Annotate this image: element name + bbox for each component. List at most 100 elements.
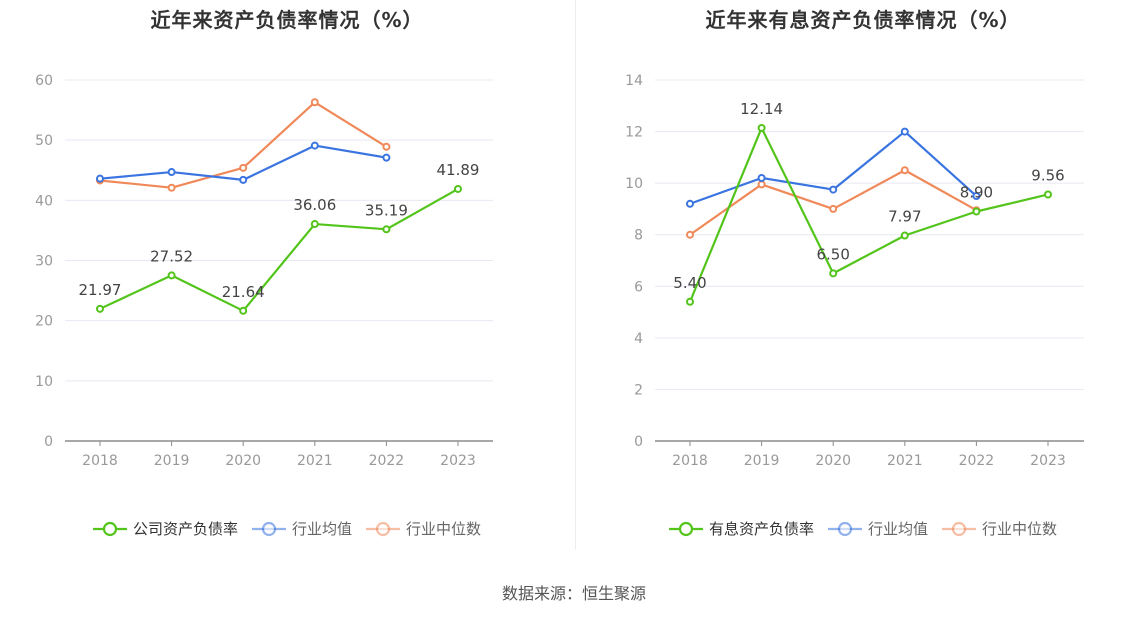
y-tick-label: 20 — [35, 314, 53, 330]
panel-divider — [575, 0, 576, 550]
chart-title: 近年来有息资产负债率情况（%） — [705, 8, 1021, 32]
x-tick-label: 2021 — [297, 453, 333, 469]
data-point — [900, 127, 909, 136]
data-point — [239, 306, 248, 315]
x-tick-label: 2018 — [672, 453, 708, 469]
data-label: 6.50 — [816, 245, 849, 263]
legend-label: 有息资产负债率 — [708, 520, 814, 538]
data-point — [96, 174, 104, 183]
data-point — [757, 173, 766, 182]
data-point — [454, 184, 462, 193]
data-point — [310, 141, 319, 150]
data-point — [382, 142, 391, 151]
data-point — [757, 180, 766, 189]
data-point — [382, 153, 391, 162]
data-point — [96, 304, 104, 313]
data-label: 12.14 — [740, 100, 783, 118]
data-label: 5.40 — [673, 274, 706, 292]
y-tick-label: 10 — [625, 176, 643, 192]
data-point — [686, 230, 694, 239]
legend-item[interactable]: 公司资产负债率 — [92, 518, 238, 539]
data-point — [829, 269, 838, 278]
legend-label: 行业中位数 — [982, 520, 1058, 538]
data-point — [972, 192, 981, 201]
data-point — [686, 297, 694, 306]
data-label: 21.64 — [222, 283, 265, 301]
line-chart: 0 10 20 30 40 50 60 2018 2019 2020 2021 2022 2023 21.… — [35, 73, 493, 469]
y-tick-label: 10 — [35, 374, 53, 390]
legend-line-circle-icon — [827, 521, 862, 536]
data-point — [167, 183, 176, 192]
series-line — [99, 144, 387, 181]
x-tick-label: 2020 — [225, 453, 261, 469]
data-point — [829, 204, 838, 213]
data-point — [167, 168, 176, 177]
data-point — [900, 166, 909, 175]
data-label: 9.56 — [1031, 166, 1064, 184]
x-tick-label: 2023 — [1030, 453, 1066, 469]
x-tick-label: 2022 — [369, 453, 405, 469]
data-label: 7.97 — [888, 207, 921, 225]
x-tick-label: 2018 — [82, 453, 118, 469]
x-tick-label: 2023 — [440, 453, 476, 469]
legend-line-circle-icon — [668, 521, 703, 536]
legend-label: 行业均值 — [291, 520, 352, 538]
legend-item[interactable]: 有息资产负债率 — [668, 518, 814, 539]
y-tick-label: 40 — [35, 193, 53, 209]
chart-panel-interest-liability: 近年来有息资产负债率情况（%） 0 2 4 6 8 10 12 14 2018 2019 2020 2… — [576, 0, 1148, 560]
legend-line-circle-icon — [92, 521, 127, 536]
series-line — [688, 126, 1049, 303]
y-tick-label: 14 — [625, 73, 643, 89]
line-chart: 0 2 4 6 8 10 12 14 2018 2019 2020 2021 2022 2023 5.40 1… — [625, 73, 1084, 469]
data-label: 35.19 — [365, 201, 408, 219]
legend-item[interactable]: 行业均值 — [251, 518, 352, 539]
data-point — [310, 220, 319, 229]
chart-panel-asset-liability: 近年来资产负债率情况（%） 0 10 20 30 40 50 60 2018 2019 2020 2… — [0, 0, 574, 560]
chart-title: 近年来资产负债率情况（%） — [150, 8, 424, 32]
data-label: 36.06 — [293, 196, 336, 214]
legend-label: 行业中位数 — [406, 520, 482, 538]
y-tick-label: 30 — [35, 254, 53, 270]
y-tick-label: 8 — [634, 228, 643, 244]
legend-item[interactable]: 行业中位数 — [366, 518, 481, 539]
data-label: 8.90 — [960, 184, 993, 202]
x-tick-label: 2021 — [887, 453, 923, 469]
legend-item[interactable]: 行业均值 — [827, 518, 928, 539]
y-tick-label: 60 — [35, 73, 53, 89]
data-point — [757, 123, 766, 132]
data-point — [167, 271, 176, 280]
x-tick-label: 2020 — [815, 453, 851, 469]
legend-label: 行业均值 — [867, 520, 928, 538]
data-label: 21.97 — [79, 281, 122, 299]
data-source-note: 数据来源：恒生聚源 — [501, 584, 646, 603]
data-point — [829, 185, 838, 194]
data-point — [972, 207, 981, 216]
y-tick-label: 50 — [35, 133, 53, 149]
legend: 公司资产负债率 行业均值 行业中位数 — [0, 518, 574, 539]
y-tick-label: 0 — [44, 434, 53, 450]
legend-label: 公司资产负债率 — [132, 520, 238, 538]
data-point — [686, 199, 694, 208]
y-tick-label: 2 — [634, 382, 643, 398]
y-tick-label: 12 — [625, 125, 643, 141]
data-point — [239, 175, 248, 184]
x-tick-label: 2022 — [959, 453, 995, 469]
legend: 有息资产负债率 行业均值 行业中位数 — [576, 518, 1148, 539]
data-point — [1044, 190, 1052, 199]
data-point — [239, 163, 248, 172]
series-line — [99, 188, 459, 312]
data-point — [310, 98, 319, 107]
x-tick-label: 2019 — [744, 453, 780, 469]
legend-line-circle-icon — [942, 521, 976, 536]
legend-item[interactable]: 行业中位数 — [942, 518, 1057, 539]
y-tick-label: 4 — [634, 331, 643, 347]
legend-line-circle-icon — [251, 521, 286, 536]
x-tick-label: 2019 — [154, 453, 190, 469]
data-point — [900, 231, 909, 240]
data-label: 41.89 — [437, 161, 480, 179]
legend-line-circle-icon — [366, 521, 400, 536]
y-tick-label: 6 — [634, 279, 643, 295]
data-label: 27.52 — [150, 247, 193, 265]
y-tick-label: 0 — [634, 434, 643, 450]
data-point — [382, 225, 391, 234]
